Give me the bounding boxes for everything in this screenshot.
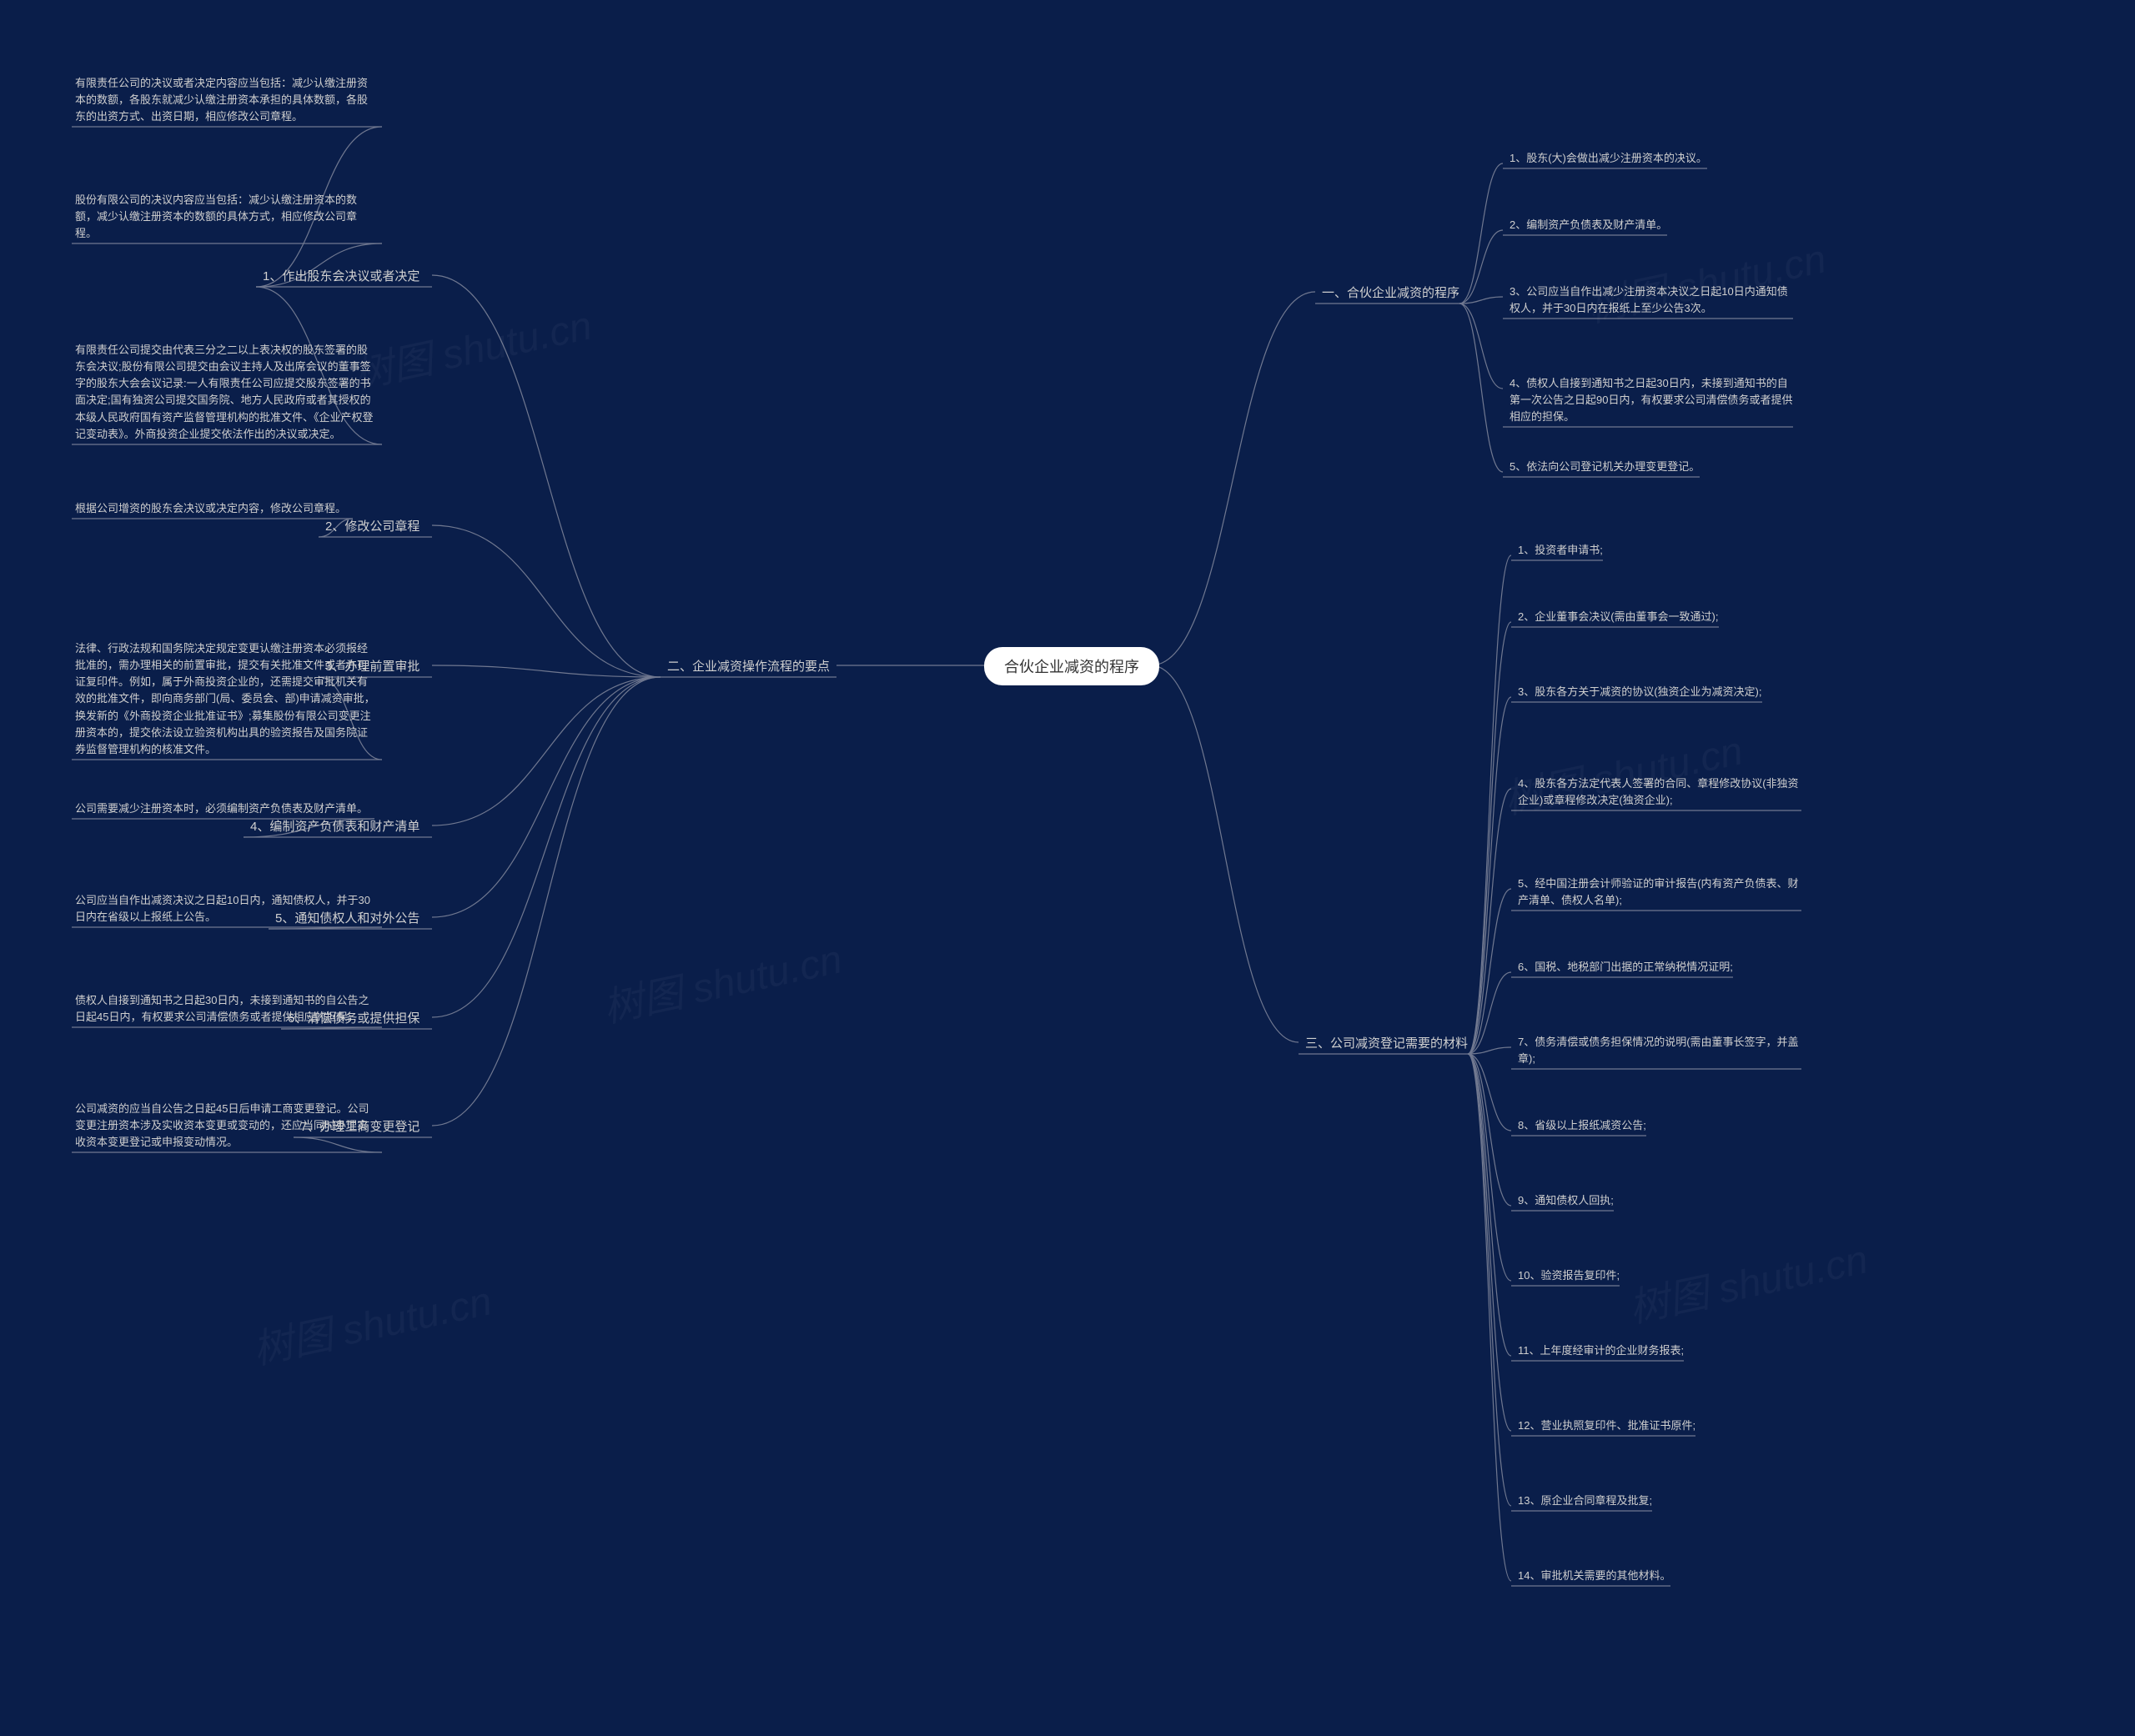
leaf-l-5-0: 债权人自接到通知书之日起30日内，未接到通知书的自公告之日起45日内，有权要求公… — [75, 992, 375, 1026]
branch-right-1: 三、公司减资登记需要的材料 — [1305, 1034, 1468, 1051]
leaf-r-1-6: 7、债务清偿或债务担保情况的说明(需由董事长签字，并盖章); — [1518, 1034, 1801, 1067]
leaf-l-0-1: 股份有限公司的决议内容应当包括：减少认缴注册资本的数额，减少认缴注册资本的数额的… — [75, 192, 375, 242]
branch-right-0: 一、合伙企业减资的程序 — [1322, 283, 1459, 301]
leaf-l-0-2: 有限责任公司提交由代表三分之二以上表决权的股东签署的股东会决议;股份有限公司提交… — [75, 342, 375, 443]
leaf-l-3-0: 公司需要减少注册资本时，必须编制资产负债表及财产清单。 — [75, 800, 368, 817]
leaf-r-1-3: 4、股东各方法定代表人签署的合同、章程修改协议(非独资企业)或章程修改决定(独资… — [1518, 775, 1801, 809]
branch-left: 二、企业减资操作流程的要点 — [667, 657, 830, 675]
leaf-r-0-0: 1、股东(大)会做出减少注册资本的决议。 — [1510, 150, 1707, 167]
leaf-r-1-2: 3、股东各方关于减资的协议(独资企业为减资决定); — [1518, 684, 1762, 700]
leaf-r-0-2: 3、公司应当自作出减少注册资本决议之日起10日内通知债权人，并于30日内在报纸上… — [1510, 283, 1793, 317]
leaf-l-1-0: 根据公司增资的股东会决议或决定内容，修改公司章程。 — [75, 500, 346, 517]
leaf-r-0-4: 5、依法向公司登记机关办理变更登记。 — [1510, 459, 1700, 475]
leaf-r-1-1: 2、企业董事会决议(需由董事会一致通过); — [1518, 609, 1719, 625]
sub-left-3: 4、编制资产负债表和财产清单 — [250, 817, 419, 835]
watermark-2: 树图 shutu.cn — [597, 926, 846, 1034]
leaf-l-6-0: 公司减资的应当自公告之日起45日后申请工商变更登记。公司变更注册资本涉及实收资本… — [75, 1101, 375, 1151]
leaf-r-1-9: 10、验资报告复印件; — [1518, 1267, 1620, 1284]
leaf-l-2-0: 法律、行政法规和国务院决定规定变更认缴注册资本必须报经批准的，需办理相关的前置审… — [75, 640, 375, 758]
leaf-r-1-0: 1、投资者申请书; — [1518, 542, 1603, 559]
leaf-r-1-5: 6、国税、地税部门出据的正常纳税情况证明; — [1518, 959, 1733, 976]
leaf-r-0-3: 4、债权人自接到通知书之日起30日内，未接到通知书的自第一次公告之日起90日内，… — [1510, 375, 1793, 425]
leaf-r-1-12: 13、原企业合同章程及批复; — [1518, 1493, 1652, 1509]
leaf-r-1-8: 9、通知债权人回执; — [1518, 1192, 1614, 1209]
leaf-r-0-1: 2、编制资产负债表及财产清单。 — [1510, 217, 1667, 233]
watermark-4: 树图 shutu.cn — [247, 1268, 496, 1376]
connector-layer — [0, 0, 2135, 1736]
leaf-r-1-10: 11、上年度经审计的企业财务报表; — [1518, 1342, 1684, 1359]
watermark-5: 树图 shutu.cn — [1623, 1227, 1872, 1334]
leaf-r-1-7: 8、省级以上报纸减资公告; — [1518, 1117, 1646, 1134]
sub-left-0: 1、作出股东会决议或者决定 — [263, 267, 419, 284]
leaf-r-1-11: 12、营业执照复印件、批准证书原件; — [1518, 1417, 1695, 1434]
center-node: 合伙企业减资的程序 — [984, 647, 1159, 685]
sub-left-1: 2、修改公司章程 — [325, 517, 419, 534]
leaf-r-1-13: 14、审批机关需要的其他材料。 — [1518, 1568, 1670, 1584]
leaf-r-1-4: 5、经中国注册会计师验证的审计报告(内有资产负债表、财产清单、债权人名单); — [1518, 876, 1801, 909]
leaf-l-0-0: 有限责任公司的决议或者决定内容应当包括：减少认缴注册资本的数额，各股东就减少认缴… — [75, 75, 375, 125]
watermark-0: 树图 shutu.cn — [347, 293, 596, 400]
leaf-l-4-0: 公司应当自作出减资决议之日起10日内，通知债权人，并于30日内在省级以上报纸上公… — [75, 892, 375, 926]
